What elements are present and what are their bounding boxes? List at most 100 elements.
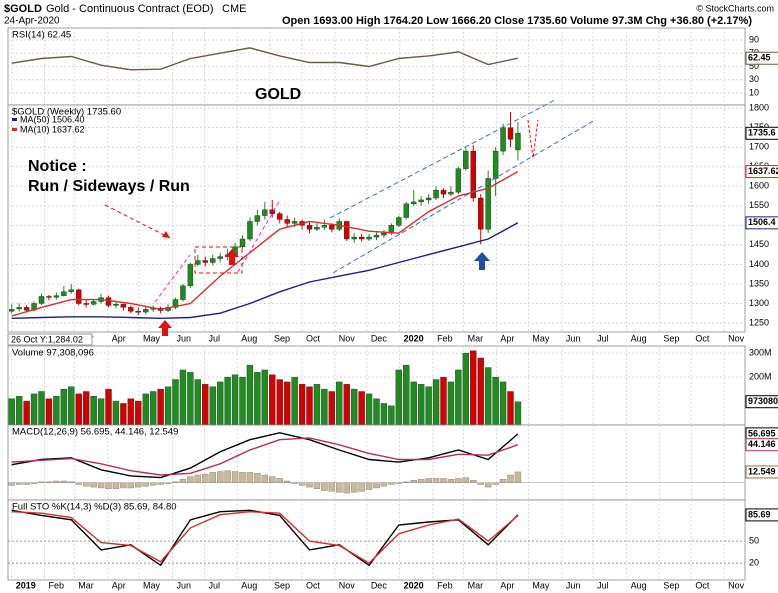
histogram-bar	[507, 474, 514, 483]
histogram-bar	[425, 478, 432, 483]
crosshair-readout: 26 Oct Y:1,284.02	[11, 334, 83, 344]
x-tick-label: May	[143, 580, 161, 590]
series-line	[11, 437, 519, 476]
volume-bar	[343, 384, 350, 426]
histogram-bar	[82, 482, 90, 487]
price-body	[351, 236, 357, 240]
histogram-bar	[231, 471, 239, 483]
histogram-bar	[380, 482, 388, 487]
price-body	[418, 199, 424, 203]
histogram-bar	[216, 471, 224, 483]
histogram-bar	[8, 482, 15, 486]
x-tick-label: Oct	[306, 580, 321, 590]
y-tick-label: 50	[749, 535, 759, 545]
last-value-label: 1735.6	[748, 128, 776, 138]
x-tick-label: Dec	[371, 580, 388, 590]
histogram-bar	[484, 482, 492, 488]
x-tick-label: Aug	[241, 580, 257, 590]
x-tick-label: Feb	[48, 580, 64, 590]
price-body	[470, 150, 476, 199]
volume-bar	[440, 376, 447, 426]
sideways-box	[194, 246, 243, 274]
histogram-bar	[112, 482, 120, 489]
price-body	[515, 133, 521, 151]
header: $GOLD Gold - Continuous Contract (EOD) C…	[4, 3, 774, 27]
price-body	[485, 178, 491, 230]
histogram-bar	[97, 482, 105, 489]
volume-bar	[507, 391, 514, 426]
panel-legend: MACD(12,26,9) 56.695, 44.146, 12.549	[12, 427, 178, 438]
price-body	[478, 197, 484, 230]
volume-bar	[425, 386, 432, 426]
volume-bar	[514, 401, 522, 426]
histogram-bar	[455, 478, 462, 483]
volume-bar	[157, 388, 164, 426]
price-body	[217, 256, 223, 259]
volume-bar	[164, 386, 172, 426]
x-tick-label: Sep	[663, 333, 679, 343]
price-body	[202, 260, 208, 263]
price-body	[411, 201, 417, 205]
panel-frame	[7, 104, 746, 333]
x-tick-label: Apr	[500, 333, 514, 343]
x-tick-label: Jun	[177, 580, 192, 590]
x-tick-label: Jun	[566, 333, 581, 343]
trend-dash	[154, 254, 191, 303]
price-body	[306, 225, 313, 230]
volume-bar	[30, 393, 38, 426]
x-tick-label: Mar	[468, 333, 484, 343]
histogram-bar	[365, 482, 373, 490]
volume-bar	[246, 364, 254, 426]
channel-lower	[332, 119, 596, 274]
price-body	[83, 303, 89, 305]
price-body	[463, 150, 469, 169]
price-body	[247, 221, 253, 240]
price-body	[321, 225, 328, 228]
histogram-bar	[276, 478, 283, 483]
histogram-bar	[53, 480, 60, 483]
histogram-bar	[440, 478, 447, 483]
y-tick-label: 90	[749, 34, 759, 44]
price-body	[396, 217, 402, 226]
histogram-bar	[142, 482, 149, 487]
volume-bar	[373, 398, 380, 426]
x-tick-label: Oct	[695, 333, 710, 343]
volume-bar	[68, 386, 75, 426]
volume-bar	[224, 376, 231, 426]
price-body	[403, 203, 409, 218]
x-tick-label: Aug	[631, 580, 647, 590]
price-body	[180, 285, 186, 300]
price-body	[120, 304, 127, 308]
volume-bar	[179, 369, 187, 426]
price-body	[455, 168, 462, 193]
price-body	[291, 221, 298, 224]
x-tick-label: Jul	[597, 580, 609, 590]
note-arrow-head	[162, 231, 170, 238]
series-line	[11, 222, 519, 320]
x-tick-label: Jul	[209, 333, 221, 343]
x-tick-label: 2020	[404, 333, 424, 343]
price-body	[76, 289, 82, 304]
volume-bar	[291, 376, 298, 426]
x-tick-label: Sep	[274, 580, 290, 590]
volume-bar	[336, 381, 343, 426]
price-body	[68, 289, 74, 292]
last-value-label: 85.69	[748, 509, 771, 519]
x-tick-label: Mar	[78, 580, 94, 590]
volume-bar	[499, 381, 507, 426]
histogram-bar	[224, 470, 231, 483]
series-line	[11, 510, 519, 564]
histogram-bar	[298, 482, 306, 486]
last-value-label: 1637.62	[748, 166, 778, 176]
volume-bar	[395, 369, 403, 426]
histogram-bar	[410, 479, 417, 483]
volume-bar	[142, 393, 149, 426]
price-body	[61, 291, 67, 296]
last-value-box	[745, 508, 778, 522]
legend-entry: MA(10) 1637.62	[20, 124, 85, 134]
histogram-bar	[209, 472, 216, 483]
price-body	[433, 189, 439, 199]
x-tick-label: Feb	[437, 333, 453, 343]
